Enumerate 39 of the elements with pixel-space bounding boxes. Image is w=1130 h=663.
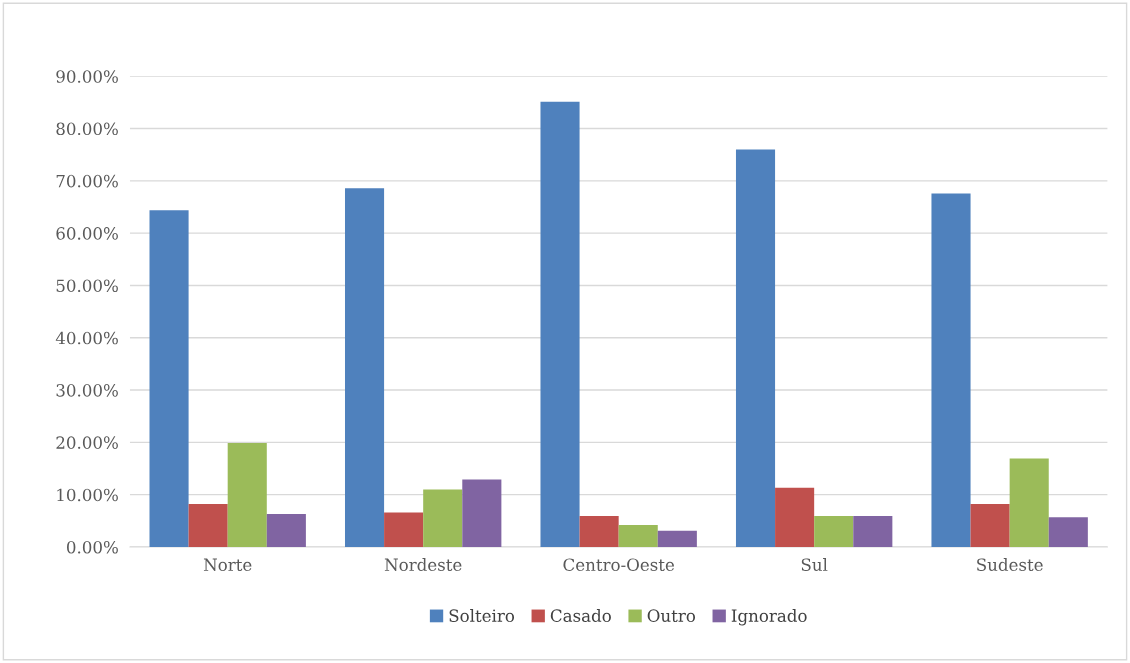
bar [579, 516, 619, 547]
bar [814, 516, 854, 547]
legend-label: Ignorado [731, 609, 807, 626]
bar [266, 514, 306, 547]
bar [423, 489, 463, 547]
bar [931, 193, 971, 547]
bar [384, 512, 424, 547]
bar [657, 530, 697, 547]
legend-label: Outro [647, 609, 696, 622]
x-tick-label: Sul [801, 558, 828, 571]
bar [188, 504, 228, 547]
bar [618, 525, 658, 547]
y-tick-label: 40.00% [55, 331, 118, 345]
bar [462, 479, 502, 547]
y-tick-label: 70.00% [56, 174, 118, 188]
y-tick-label: 60.00% [56, 227, 118, 240]
bar [1009, 458, 1049, 547]
bar [853, 516, 893, 547]
bar [540, 101, 580, 547]
bar [735, 149, 776, 547]
y-tick-label: 20.00% [56, 436, 118, 449]
bar [1048, 517, 1088, 547]
bar [227, 442, 267, 547]
y-tick-label: 10.00% [57, 488, 118, 502]
bar [344, 188, 385, 547]
legend-label: Solteiro [449, 609, 515, 622]
y-tick-label: 30.00% [56, 384, 118, 397]
y-tick-label: 80.00% [56, 122, 118, 136]
bar [149, 210, 189, 547]
y-tick-label: 50.00% [56, 279, 118, 293]
x-tick-label: Norte [203, 558, 252, 571]
legend-label: Casado [550, 609, 611, 622]
bar [970, 504, 1010, 547]
x-tick-label: Sudeste [977, 558, 1043, 571]
x-tick-label: Centro-Oeste [563, 558, 674, 571]
bar [775, 487, 815, 547]
y-tick-label: 90.00% [56, 70, 118, 83]
y-tick-label: 0.00% [66, 540, 118, 554]
x-tick-label: Nordeste [384, 558, 462, 571]
